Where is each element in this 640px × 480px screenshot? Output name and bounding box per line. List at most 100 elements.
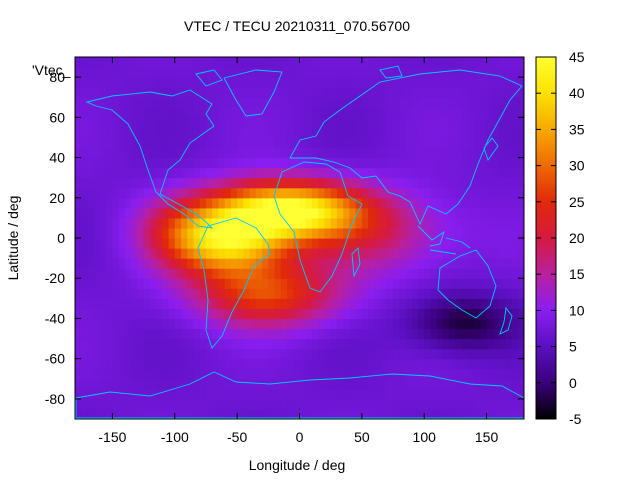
heatmap-cell	[249, 127, 257, 139]
heatmap-cell	[311, 227, 319, 239]
heatmap-cell	[218, 77, 226, 88]
heatmap-cell	[224, 258, 232, 269]
heatmap-cell	[75, 388, 82, 400]
heatmap-cell	[205, 137, 213, 149]
heatmap-cell	[424, 117, 432, 128]
heatmap-cell	[461, 167, 469, 179]
heatmap-cell	[355, 408, 363, 419]
heatmap-cell	[205, 77, 213, 88]
heatmap-cell	[411, 187, 419, 199]
heatmap-cell	[255, 117, 263, 128]
heatmap-cell	[143, 177, 151, 189]
heatmap-cell	[199, 318, 207, 330]
heatmap-cell	[106, 207, 114, 219]
heatmap-cell	[224, 67, 232, 78]
heatmap-cell	[87, 358, 95, 370]
heatmap-cell	[131, 57, 138, 68]
heatmap-cell	[474, 57, 481, 68]
heatmap-cell	[149, 197, 157, 209]
heatmap-cell	[262, 238, 269, 249]
heatmap-cell	[499, 197, 506, 209]
heatmap-cell	[131, 167, 138, 179]
heatmap-cell	[156, 398, 163, 410]
heatmap-cell	[249, 318, 257, 330]
heatmap-cell	[417, 157, 425, 169]
heatmap-cell	[499, 298, 506, 309]
heatmap-cell	[87, 258, 95, 269]
heatmap-cell	[399, 177, 407, 189]
heatmap-cell	[324, 117, 332, 128]
colorbar-tick-label: 30	[569, 158, 585, 174]
heatmap-cell	[131, 348, 138, 360]
heatmap-cell	[143, 107, 151, 118]
heatmap-cell	[343, 388, 350, 400]
heatmap-cell	[187, 318, 195, 330]
heatmap-cell	[230, 398, 238, 410]
heatmap-cell	[374, 308, 382, 320]
heatmap-cell	[293, 207, 301, 219]
heatmap-cell	[424, 348, 432, 360]
heatmap-cell	[436, 398, 444, 410]
heatmap-cell	[361, 338, 369, 350]
heatmap-cell	[199, 338, 207, 350]
heatmap-cell	[380, 57, 388, 68]
heatmap-cell	[517, 97, 524, 108]
heatmap-cell	[268, 248, 276, 259]
heatmap-cell	[461, 137, 469, 149]
heatmap-cell	[399, 338, 407, 350]
heatmap-cell	[112, 398, 120, 410]
heatmap-cell	[168, 87, 176, 98]
heatmap-cell	[386, 77, 394, 88]
heatmap-cell	[324, 77, 332, 88]
heatmap-cell	[218, 318, 226, 330]
heatmap-cell	[255, 328, 263, 340]
heatmap-cell	[143, 378, 151, 390]
heatmap-cell	[237, 408, 244, 419]
heatmap-cell	[149, 167, 157, 179]
heatmap-cell	[99, 77, 107, 88]
heatmap-cell	[318, 157, 326, 169]
heatmap-cell	[249, 328, 257, 340]
heatmap-cell	[480, 348, 488, 360]
heatmap-cell	[374, 258, 382, 269]
heatmap-cell	[386, 227, 394, 239]
heatmap-cell	[480, 187, 488, 199]
heatmap-cell	[124, 147, 132, 159]
heatmap-cell	[274, 398, 282, 410]
heatmap-cell	[380, 67, 388, 78]
heatmap-cell	[374, 157, 382, 169]
heatmap-cell	[511, 268, 519, 279]
heatmap-cell	[112, 77, 120, 88]
heatmap-cell	[417, 378, 425, 390]
heatmap-cell	[224, 107, 232, 118]
heatmap-cell	[193, 157, 201, 169]
heatmap-cell	[486, 388, 494, 400]
heatmap-cell	[181, 67, 188, 78]
heatmap-cell	[137, 77, 145, 88]
heatmap-cell	[486, 318, 494, 330]
heatmap-cell	[361, 328, 369, 340]
heatmap-cell	[93, 378, 101, 390]
heatmap-cell	[230, 147, 238, 159]
heatmap-cell	[237, 197, 244, 209]
heatmap-cell	[106, 187, 114, 199]
heatmap-cell	[249, 268, 257, 279]
heatmap-cell	[75, 117, 82, 128]
heatmap-cell	[474, 77, 481, 88]
heatmap-cell	[181, 207, 188, 219]
heatmap-cell	[517, 177, 524, 189]
heatmap-cell	[293, 117, 301, 128]
heatmap-cell	[305, 348, 313, 360]
heatmap-cell	[299, 288, 307, 299]
heatmap-cell	[499, 77, 506, 88]
heatmap-cell	[442, 358, 450, 370]
coast-indonesia	[417, 225, 471, 255]
heatmap-cell	[262, 67, 269, 78]
heatmap-cell	[75, 378, 82, 390]
heatmap-cell	[106, 258, 114, 269]
heatmap-cell	[505, 278, 513, 289]
heatmap-cell	[112, 248, 120, 259]
heatmap-cell	[187, 288, 195, 299]
heatmap-cell	[393, 278, 400, 289]
heatmap-cell	[237, 328, 244, 340]
